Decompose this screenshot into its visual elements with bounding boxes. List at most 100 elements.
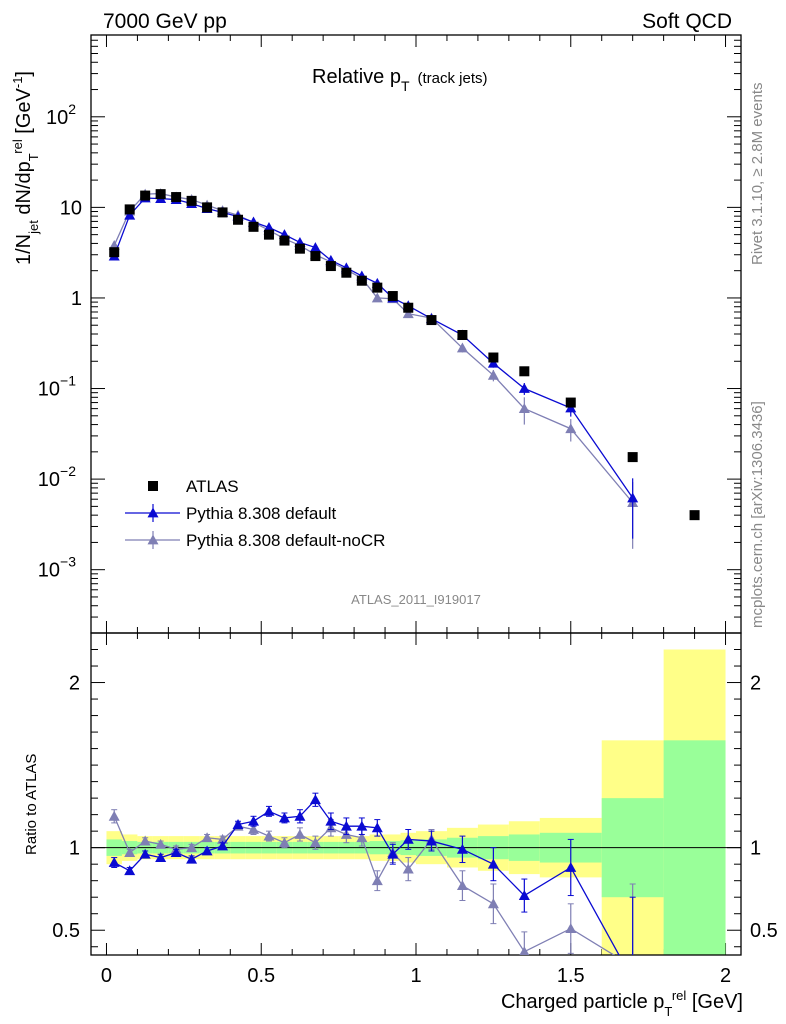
series-default-ratio-point — [139, 848, 151, 859]
series-nocr-ratio-point — [371, 875, 383, 886]
header-right: Soft QCD — [642, 10, 732, 33]
atlas-point — [171, 192, 182, 203]
atlas-point — [279, 235, 290, 246]
series-nocr-point — [371, 292, 383, 303]
series-atlas — [109, 189, 700, 521]
ylabel-d: T — [26, 153, 41, 161]
series-default-ratio-point — [232, 819, 244, 829]
series-default-ratio-point — [565, 861, 577, 872]
series-nocr-ratio-point — [309, 837, 321, 848]
xlabel-c: rel — [672, 988, 687, 1003]
atlas-point — [294, 243, 305, 254]
main-y-axis-label: 1/Njet dN/dpTrel [GeV-1] — [10, 71, 41, 265]
series-default-point — [487, 357, 499, 368]
atlas-point — [372, 282, 383, 293]
series-default-ratio-point — [186, 853, 198, 864]
ylabel-b: jet — [26, 220, 41, 235]
series-nocr-ratio-point — [186, 842, 198, 853]
series-nocr-ratio-point — [519, 946, 530, 955]
legend-label: Pythia 8.308 default-noCR — [186, 531, 385, 550]
series-default-line — [113, 197, 634, 499]
series-default-ratio-point — [325, 815, 337, 826]
series-default-ratio-point — [248, 815, 259, 826]
title-extra: (track jets) — [418, 70, 488, 87]
series-default-ratio-point — [309, 794, 321, 805]
atlas-point — [202, 202, 213, 213]
atlas-point — [519, 366, 530, 377]
series-default-ratio-point — [294, 810, 306, 821]
series-default-ratio-point — [456, 843, 468, 854]
legend-label: Pythia 8.308 default — [186, 504, 337, 523]
series-nocr-ratio-point — [263, 830, 275, 841]
atlas-point — [426, 315, 437, 326]
y-tick-exp: −3 — [60, 554, 76, 570]
atlas-point — [109, 247, 120, 258]
series-nocr-ratio-point — [155, 838, 167, 849]
y-tick-label: 1 — [71, 288, 82, 310]
ratio-y-axis-label: Ratio to ATLAS — [23, 754, 40, 855]
y-tick-exp: −2 — [60, 463, 76, 479]
ylabel-h: ] — [13, 71, 35, 77]
analysis-label: ATLAS_2011_I919017 — [351, 592, 481, 607]
series-default-ratio-point — [371, 822, 383, 833]
series-nocr-ratio-point — [565, 923, 577, 933]
series-default-ratio-point — [356, 820, 368, 831]
series-nocr-ratio-point — [456, 880, 468, 891]
ylabel-g: -1 — [10, 77, 25, 89]
series-nocr-ratio-point — [248, 824, 259, 834]
y-tick-exp: −1 — [60, 373, 76, 389]
ratio-y-tick-label-right: 2 — [750, 673, 761, 695]
x-tick-label: 1 — [410, 965, 421, 987]
atlas-point — [341, 267, 352, 278]
atlas-point — [233, 214, 244, 225]
series-nocr-ratio-point — [294, 828, 306, 839]
ylabel-a: 1/N — [13, 234, 35, 265]
ylabel-f: [GeV — [13, 87, 35, 139]
atlas-point — [325, 261, 336, 272]
atlas-point — [140, 190, 151, 201]
y-tick-base: 10 — [38, 379, 60, 401]
title-main: Relative p — [312, 66, 401, 88]
series-default-ratio-point — [155, 852, 167, 862]
main-plot-title: Relative pT (track jets) — [312, 66, 488, 94]
series-nocr-ratio-point — [627, 961, 638, 971]
ratio-y-tick-label: 0.5 — [52, 920, 80, 942]
series-default-ratio-point — [201, 845, 213, 856]
legend-marker — [147, 507, 159, 518]
ratio-plot: 0 0.5 1 1.5 2 0.5 0.5 1 1 2 2 — [52, 632, 778, 987]
series-nocr-ratio-point — [487, 898, 499, 909]
atlas-point — [689, 510, 700, 521]
y-tick-label: 10 — [60, 197, 82, 219]
series-nocr-ratio-point — [139, 835, 151, 846]
atlas-point — [186, 195, 197, 206]
ratio-frame — [90, 632, 742, 956]
y-tick-label: 10−3 — [38, 554, 76, 582]
legend-atlas-label: ATLAS — [186, 477, 239, 496]
y-tick-label: 10−1 — [38, 373, 76, 401]
series-nocr-ratio-point — [356, 832, 368, 843]
series-default-ratio-point — [518, 890, 530, 900]
series-nocr-point — [456, 342, 468, 353]
legend-marker — [147, 534, 159, 545]
ylabel-c: dN/dp — [13, 161, 35, 220]
side-label-rivet: Rivet 3.1.10, ≥ 2.8M events — [749, 83, 766, 266]
series-nocr-point — [565, 423, 577, 434]
x-tick-label: 0.5 — [247, 965, 275, 987]
series-nocr-ratio-point — [108, 810, 120, 821]
series-default-ratio-point — [425, 835, 437, 846]
series-default-ratio-point — [387, 848, 399, 859]
ratio-y-tick-label-right: 1 — [750, 838, 761, 860]
ylabel-e: rel — [10, 139, 25, 154]
xlabel-a: Charged particle p — [501, 991, 664, 1013]
title-sub: T — [401, 78, 410, 94]
atlas-point — [263, 229, 274, 240]
series-default-point — [124, 209, 136, 220]
series-default-ratio-point — [278, 812, 290, 823]
series-default-ratio-point — [263, 805, 275, 816]
atlas-point — [124, 204, 135, 215]
series-nocr-line — [113, 192, 634, 504]
series-default-point — [263, 221, 275, 232]
atlas-point — [155, 189, 166, 200]
